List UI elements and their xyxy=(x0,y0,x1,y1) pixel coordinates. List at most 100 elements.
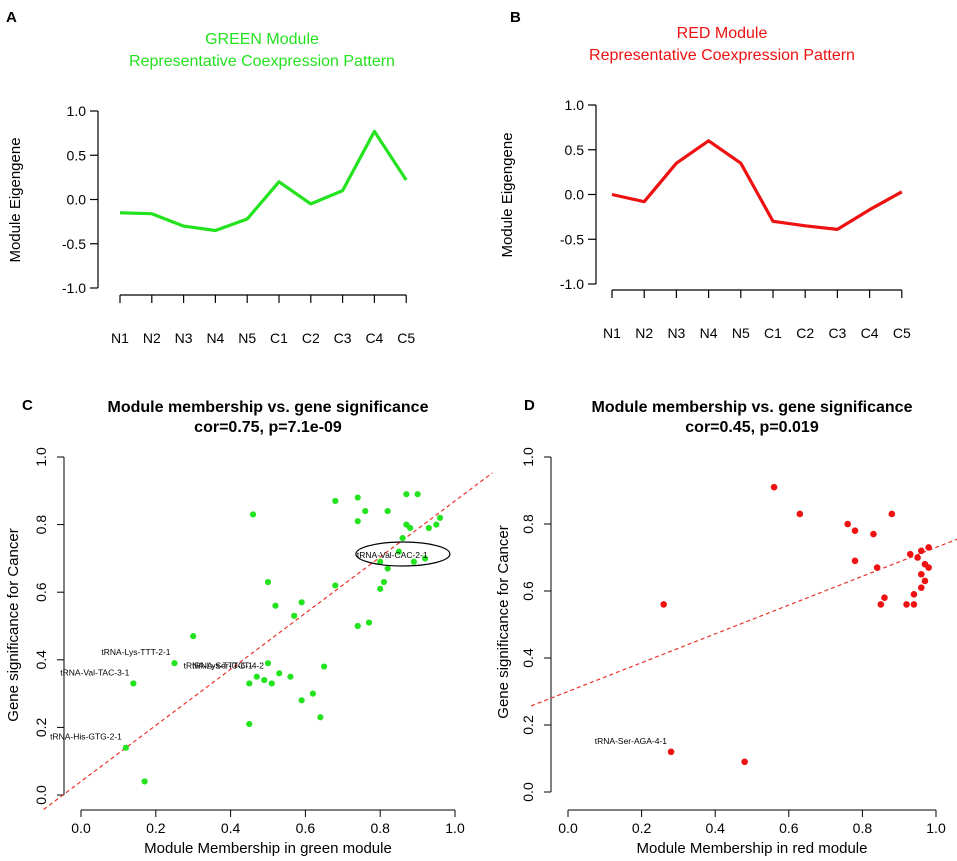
panel-d-red-scatter: Module membership vs. gene significance … xyxy=(495,399,957,857)
panel-d-data-point xyxy=(888,510,896,518)
panel-d-data-point xyxy=(921,577,929,585)
panel-c-data-point xyxy=(410,558,417,565)
panel-a-x-tick-label: N5 xyxy=(238,330,256,346)
panel-c-highlight-ellipse xyxy=(355,541,451,567)
panel-a-x-tick-label: C1 xyxy=(270,330,288,346)
panel-letter-d: D xyxy=(524,397,535,414)
panel-d-data-point xyxy=(873,564,881,571)
panel-d-y-tick-label: 0.6 xyxy=(520,581,536,601)
panel-d-data-point xyxy=(796,510,804,518)
panel-c-data-point xyxy=(122,744,129,751)
panel-d-data-point xyxy=(925,544,932,551)
panel-a-x-tick-label: N2 xyxy=(143,330,161,346)
panel-letter-a: A xyxy=(6,9,17,26)
panel-a-y-tick-label: -0.5 xyxy=(62,236,86,252)
panel-c-data-point xyxy=(414,491,421,498)
panel-c-y-tick-label: 1.0 xyxy=(33,447,49,467)
panel-d-data-point xyxy=(910,601,918,608)
panel-c-data-point xyxy=(407,524,414,532)
panel-c-data-point xyxy=(276,670,283,677)
panel-c-data-point xyxy=(377,585,384,592)
panel-d-x-tick-label: 0.2 xyxy=(632,820,652,836)
panel-c-data-point xyxy=(264,660,272,667)
panel-d-data-point xyxy=(851,557,859,565)
panel-c-point-label: tRNA-Lys-TTT-6-1 xyxy=(184,661,253,671)
panel-b-y-tick-label: 0.0 xyxy=(565,187,585,203)
panel-d-x-tick-label: 0.0 xyxy=(558,820,578,836)
panel-b-plot xyxy=(611,139,903,231)
panel-d-data-point xyxy=(877,601,885,608)
panel-d-data-point xyxy=(925,564,932,571)
panel-d-data-point xyxy=(903,601,910,608)
panel-d-data-point xyxy=(917,584,925,591)
panel-c-data-point xyxy=(264,578,272,586)
panel-a-plot xyxy=(119,129,408,233)
panel-c-y-axis-label: Gene significance for Cancer xyxy=(5,528,22,721)
panel-c-data-point xyxy=(141,778,148,785)
panel-c-data-point xyxy=(268,680,275,687)
panel-d-y-tick-label: 1.0 xyxy=(520,447,536,467)
panel-b-y-tick-label: 0.5 xyxy=(565,142,585,158)
panel-b-x-tick-label: C4 xyxy=(861,325,879,341)
panel-a-y-axis-label: Module Eigengene xyxy=(7,137,24,262)
panel-c-data-point xyxy=(395,548,402,555)
panel-c-data-point xyxy=(425,524,432,532)
panel-c-point-label: tRNA-Val-TAC-3-1 xyxy=(60,667,129,677)
panel-c-point-label: tRNA-Val-CAC-2-1 xyxy=(357,550,428,560)
panel-c-subtitle: cor=0.75, p=7.1e-09 xyxy=(194,419,342,436)
panel-a-title-line-2: Representative Coexpression Pattern xyxy=(129,53,395,70)
panel-a-x-tick-label: C3 xyxy=(334,330,352,346)
panel-d-fit-line xyxy=(530,538,957,707)
panel-c-data-point xyxy=(403,491,410,498)
panel-d-data-point xyxy=(844,520,851,528)
panel-a-x-tick-label: N4 xyxy=(206,330,224,346)
panel-d-x-axis-label: Module Membership in red module xyxy=(637,840,868,857)
panel-c-data-point xyxy=(309,690,316,697)
panel-b-y-axis-label: Module Eigengene xyxy=(499,132,516,257)
panel-b-red-module: RED Module Representative Coexpression P… xyxy=(499,25,911,341)
panel-d-title: Module membership vs. gene significance xyxy=(592,399,913,416)
panel-c-data-point xyxy=(291,612,298,619)
panel-b-x-axis: N1 N2 N3 N4 N5 C1 C2 C3 C4 C5 xyxy=(603,289,911,341)
panel-c-point-label: tRNA-His-GTG-2-1 xyxy=(50,732,122,742)
panel-c-y-tick-label: 0.2 xyxy=(33,717,49,737)
panel-a-x-tick-label: C4 xyxy=(365,330,383,346)
panel-c-data-point xyxy=(354,494,361,501)
panel-c-data-point xyxy=(365,619,373,626)
panel-b-title-line-1: RED Module xyxy=(677,25,768,42)
panel-c-data-point xyxy=(321,663,328,670)
panel-b-series-line xyxy=(611,139,903,231)
panel-c-point-label: tRNA-Ser-GCT-4-2 xyxy=(192,661,264,671)
panel-d-data-point xyxy=(910,591,918,598)
panel-a-title-line-1: GREEN Module xyxy=(205,31,319,48)
panel-d-plot: tRNA-Ser-AGA-4-1 xyxy=(530,483,957,766)
panel-d-data-point xyxy=(917,570,925,578)
panel-d-x-tick-label: 0.8 xyxy=(853,820,873,836)
panel-d-y-tick-label: 0.2 xyxy=(520,715,536,735)
panel-b-x-tick-label: C1 xyxy=(764,325,782,341)
panel-c-data-point xyxy=(421,555,429,562)
panel-c-data-point xyxy=(384,565,391,572)
panel-c-fit-line xyxy=(43,472,493,811)
panel-c-point-label: tRNA-Lys-TTT-2-1 xyxy=(101,647,170,657)
panel-c-data-point xyxy=(377,558,384,565)
panel-c-data-point xyxy=(287,673,294,680)
panel-b-y-tick-label: 1.0 xyxy=(565,97,585,113)
panel-c-green-scatter: Module membership vs. gene significance … xyxy=(5,399,493,857)
panel-c-data-point xyxy=(253,673,260,680)
panel-c-data-point xyxy=(354,622,361,630)
panel-b-x-tick-label: C5 xyxy=(893,325,911,341)
panel-d-data-point xyxy=(660,601,667,608)
panel-d-data-point xyxy=(741,758,748,766)
panel-c-x-tick-label: 0.2 xyxy=(146,820,166,836)
panel-d-x-axis: 0.0 0.2 0.4 0.6 0.8 1.0 xyxy=(558,809,946,836)
panel-c-data-point xyxy=(190,633,197,640)
panel-a-x-tick-label: C5 xyxy=(397,330,415,346)
panel-c-data-point xyxy=(436,514,444,521)
panel-c-x-tick-label: 1.0 xyxy=(445,820,465,836)
panel-b-x-tick-label: C3 xyxy=(828,325,846,341)
panel-d-data-point xyxy=(770,483,778,491)
panel-b-title-line-2: Representative Coexpression Pattern xyxy=(589,47,855,64)
panel-c-x-axis: 0.0 0.2 0.4 0.6 0.8 1.0 xyxy=(71,809,465,836)
panel-a-x-tick-label: N1 xyxy=(111,330,129,346)
